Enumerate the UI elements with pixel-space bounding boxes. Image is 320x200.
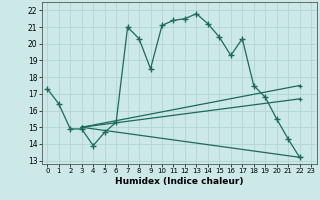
X-axis label: Humidex (Indice chaleur): Humidex (Indice chaleur) [115, 177, 244, 186]
